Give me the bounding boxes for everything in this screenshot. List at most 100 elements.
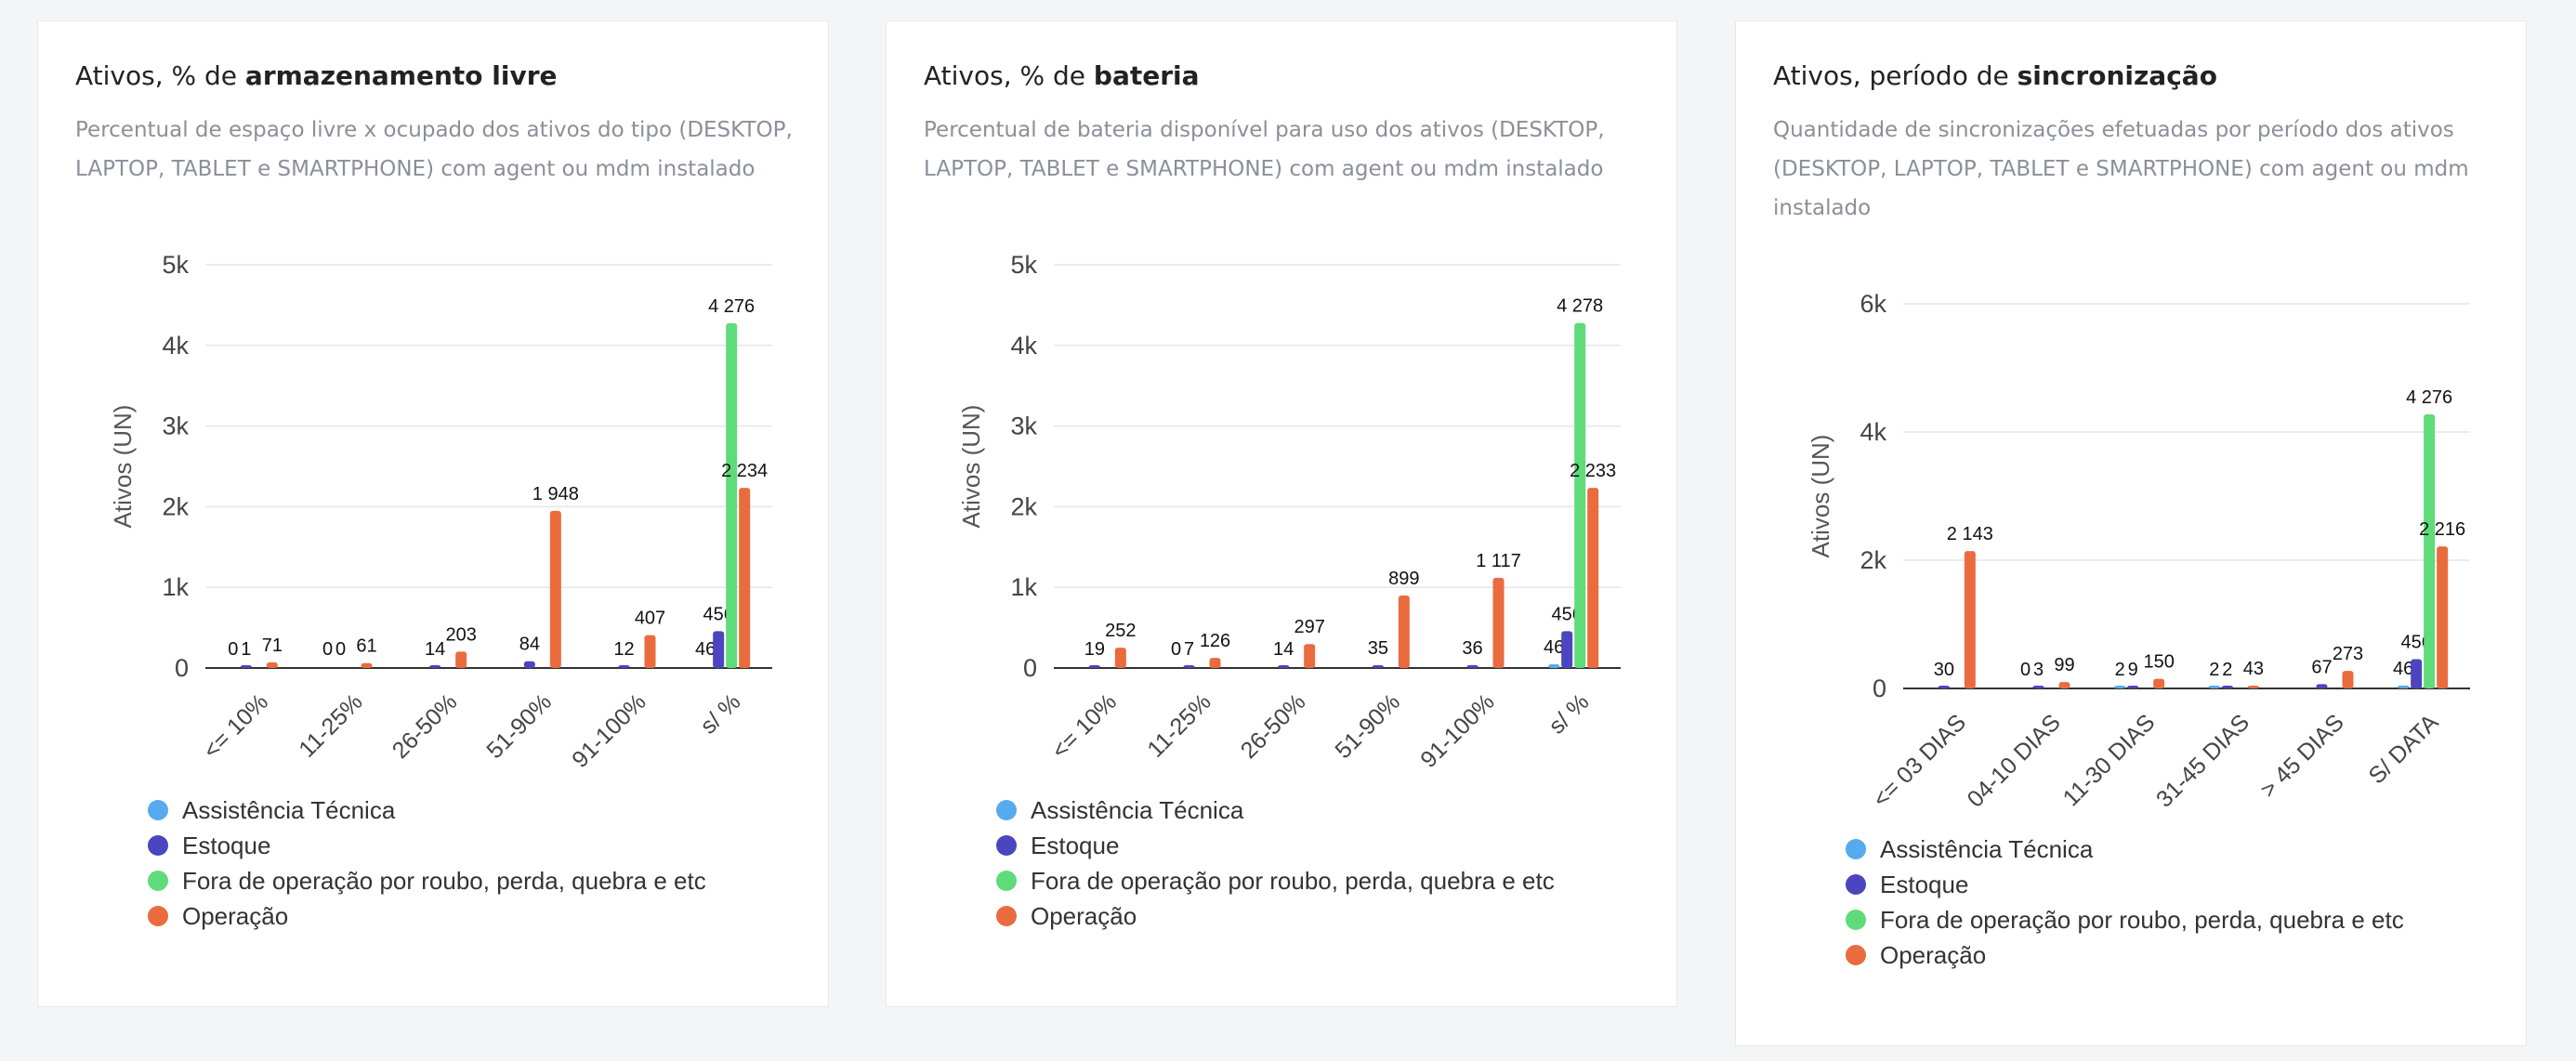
bar xyxy=(2424,413,2436,688)
legend-item-operacao[interactable]: Operação xyxy=(996,898,1555,934)
card-description: Quantidade de sincronizações efetuadas p… xyxy=(1773,118,2469,220)
x-tick-label: 11-30 DIAS xyxy=(2058,709,2161,811)
data-label: 1 117 xyxy=(1476,551,1521,571)
data-label: 2 xyxy=(2222,660,2232,680)
card-title: Ativos, período de sincronização xyxy=(1773,60,2217,91)
x-tick-label: 91-100% xyxy=(1415,688,1500,773)
y-tick-label: 1k xyxy=(162,573,189,601)
data-label: 407 xyxy=(635,609,665,629)
card-description: Percentual de espaço livre x ocupado dos… xyxy=(75,118,793,181)
data-label: 126 xyxy=(1200,631,1230,651)
data-label: 46 xyxy=(695,639,716,660)
data-label: 14 xyxy=(425,639,445,660)
bar xyxy=(2127,686,2139,688)
legend-dot xyxy=(996,800,1017,820)
data-label: 61 xyxy=(356,636,376,657)
bar xyxy=(2342,671,2354,688)
y-tick-label: 2k xyxy=(162,492,189,520)
data-label: 3 xyxy=(2033,660,2044,680)
legend-dot xyxy=(1846,874,1866,895)
legend-item-estoque[interactable]: Estoque xyxy=(148,828,706,863)
legend-item-assistencia[interactable]: Assistência Técnica xyxy=(996,792,1555,828)
data-label: 14 xyxy=(1273,639,1294,660)
data-label: 4 278 xyxy=(1557,296,1603,317)
bar xyxy=(1372,664,1384,668)
data-label: 46 xyxy=(2393,659,2413,679)
data-label: 2 143 xyxy=(1947,524,1993,544)
chart-legend: Assistência Técnica Estoque Fora de oper… xyxy=(148,792,706,934)
y-tick-label: 5k xyxy=(1010,251,1037,279)
x-tick-label: 04-10 DIAS xyxy=(1963,709,2066,812)
legend-dot xyxy=(996,871,1017,891)
data-label: 1 948 xyxy=(532,484,579,504)
data-label: 0 xyxy=(335,639,346,660)
y-tick-label: 1k xyxy=(1010,573,1037,601)
sync-card: Ativos, período de sincronização Quantid… xyxy=(1735,20,2527,1046)
legend-item-fora-operacao[interactable]: Fora de operação por roubo, perda, quebr… xyxy=(1846,902,2404,937)
chart-legend: Assistência Técnica Estoque Fora de oper… xyxy=(1846,832,2404,973)
bar xyxy=(2032,686,2044,688)
x-tick-label: S/ DATA xyxy=(2363,709,2443,789)
bar xyxy=(1183,665,1195,668)
data-label: 2 234 xyxy=(721,461,768,481)
bar xyxy=(2247,686,2259,688)
legend-dot xyxy=(148,906,168,926)
bar xyxy=(713,631,725,668)
bar xyxy=(2058,682,2070,688)
data-label: 67 xyxy=(2311,657,2332,677)
x-tick-label: s/ % xyxy=(1544,688,1594,739)
data-label: 899 xyxy=(1388,569,1419,589)
card-title: Ativos, % de armazenamento livre xyxy=(75,60,558,91)
bar xyxy=(2437,546,2449,688)
bar xyxy=(2153,678,2165,688)
bar xyxy=(1492,578,1505,668)
legend-dot xyxy=(148,871,168,891)
data-label: 36 xyxy=(1462,638,1482,659)
data-label: 252 xyxy=(1105,621,1136,641)
bar xyxy=(2411,659,2423,688)
bar xyxy=(618,665,630,668)
y-tick-label: 3k xyxy=(162,413,189,440)
bar xyxy=(1088,665,1100,668)
card-description: Percentual de bateria disponível para us… xyxy=(924,118,1605,181)
bar xyxy=(2221,686,2233,688)
legend-item-operacao[interactable]: Operação xyxy=(148,898,706,934)
y-tick-label: 0 xyxy=(1023,654,1037,682)
legend-dot xyxy=(1846,839,1866,859)
bar xyxy=(1114,648,1126,668)
y-tick-label: 2k xyxy=(1860,546,1886,574)
x-tick-label: 51-90% xyxy=(481,688,557,764)
data-label: 2 233 xyxy=(1570,461,1616,481)
x-tick-label: 51-90% xyxy=(1330,688,1405,764)
x-tick-label: 26-50% xyxy=(1236,688,1311,764)
legend-item-assistencia[interactable]: Assistência Técnica xyxy=(1846,832,2404,867)
legend-item-fora-operacao[interactable]: Fora de operação por roubo, perda, quebr… xyxy=(148,863,706,898)
legend-item-operacao[interactable]: Operação xyxy=(1846,937,2404,973)
legend-item-fora-operacao[interactable]: Fora de operação por roubo, perda, quebr… xyxy=(996,863,1555,898)
legend-dot xyxy=(996,835,1017,856)
y-axis-label: Ativos (UN) xyxy=(1807,435,1834,558)
y-tick-label: 3k xyxy=(1010,413,1037,440)
y-tick-label: 5k xyxy=(162,251,189,279)
bar xyxy=(455,651,467,668)
legend-item-assistencia[interactable]: Assistência Técnica xyxy=(148,792,706,828)
x-tick-label: > 45 DIAS xyxy=(2255,709,2349,803)
y-axis-label: Ativos (UN) xyxy=(109,405,137,529)
bar xyxy=(1398,595,1410,668)
bar xyxy=(523,661,535,668)
bar xyxy=(1561,631,1573,668)
bar xyxy=(2114,686,2126,688)
data-label: 0 xyxy=(2020,660,2031,680)
y-tick-label: 4k xyxy=(1010,332,1037,360)
data-label: 2 xyxy=(2115,660,2125,680)
y-tick-label: 6k xyxy=(1860,290,1886,318)
bar xyxy=(1964,551,1976,688)
data-label: 99 xyxy=(2054,655,2074,675)
y-tick-label: 4k xyxy=(1860,418,1886,446)
data-label: 7 xyxy=(1184,639,1194,660)
legend-item-estoque[interactable]: Estoque xyxy=(1846,867,2404,902)
data-label: 84 xyxy=(519,635,540,655)
legend-item-estoque[interactable]: Estoque xyxy=(996,828,1555,863)
data-label: 4 276 xyxy=(2406,387,2452,408)
